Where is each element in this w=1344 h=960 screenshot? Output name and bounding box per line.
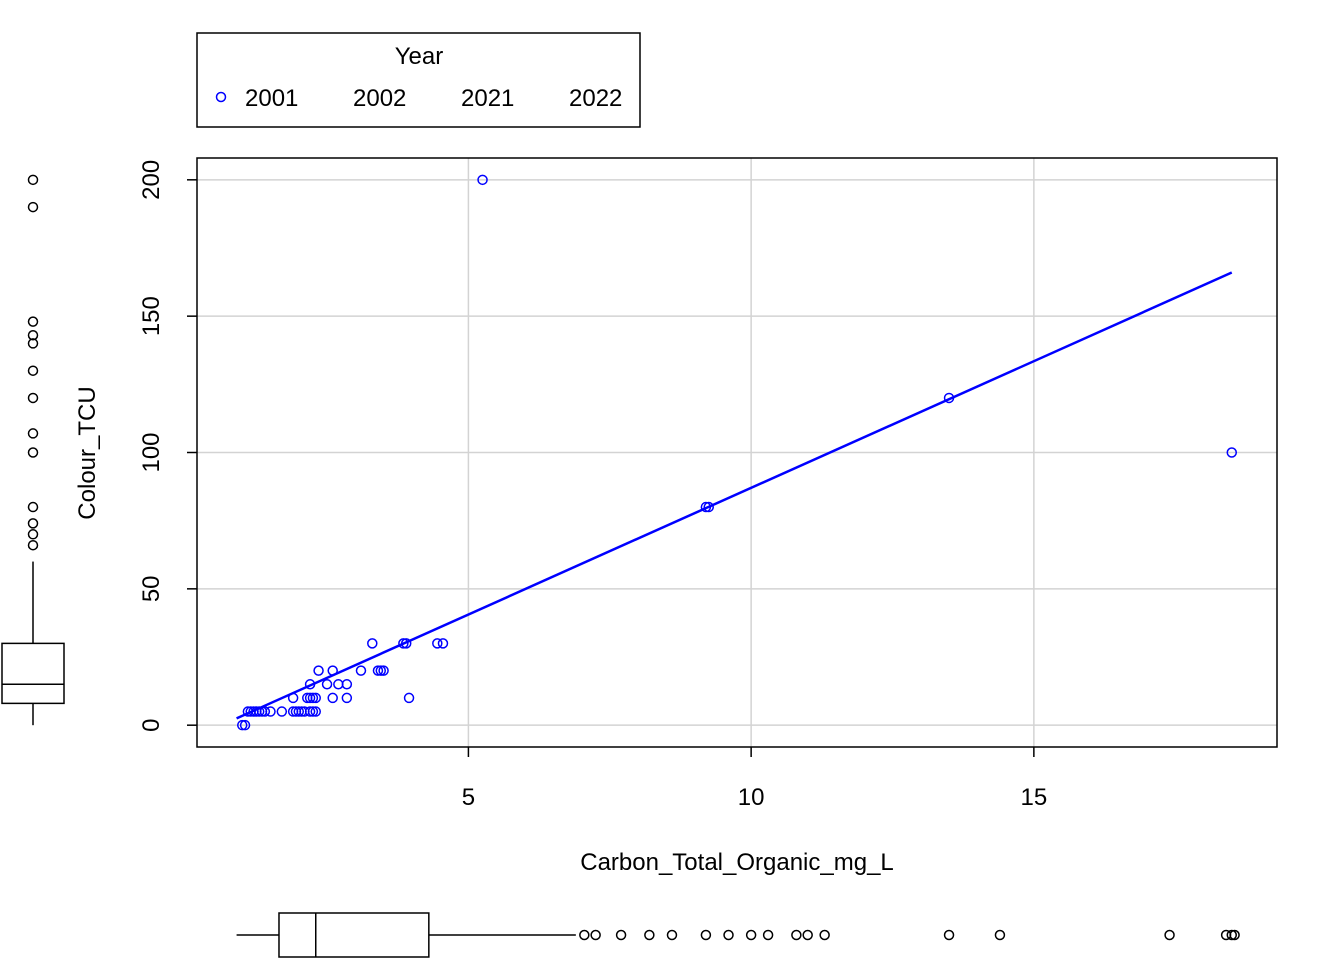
y-axis: 0 50 100 150 200 [138, 160, 197, 732]
data-point [1226, 447, 1238, 458]
data-point [259, 706, 271, 717]
x-box-outlier [590, 929, 601, 941]
y-box-outlier [27, 201, 39, 213]
y-tick-label: 200 [138, 160, 165, 200]
data-point [341, 692, 353, 704]
legend-box [196, 32, 641, 128]
y-box-outlier [27, 329, 39, 341]
legend-entry: 2001 [245, 85, 298, 112]
x-box-outlier [644, 929, 655, 941]
data-point [236, 719, 248, 731]
x-box-outlier [994, 929, 1006, 941]
x-box-outlier [802, 929, 813, 941]
legend-entry: 2002 [353, 85, 406, 112]
x-axis-label: Carbon_Total_Organic_mg_L [580, 849, 894, 876]
data-point [253, 706, 265, 717]
data-point [310, 692, 321, 704]
y-tick-label: 0 [138, 719, 165, 732]
data-point [287, 692, 299, 704]
x-box-outlier [745, 929, 757, 941]
x-box-outlier [1226, 929, 1238, 941]
y-box-outlier [27, 316, 39, 327]
data-point [372, 665, 384, 676]
y-box-outlier [27, 518, 39, 529]
data-point [304, 692, 316, 704]
data-point [327, 692, 338, 704]
x-box-outlier [762, 929, 774, 941]
x-box-outlier [791, 929, 802, 941]
trend-line-group [236, 271, 1233, 720]
data-point [400, 638, 412, 649]
data-point [700, 501, 712, 513]
y-tick-label: 50 [138, 575, 165, 602]
x-box-outlier [943, 929, 955, 941]
data-point [341, 679, 353, 690]
trend-line [236, 271, 1233, 720]
y-box-outlier [27, 501, 39, 513]
y-box-outlier [27, 428, 39, 439]
x-box-outlier [666, 929, 678, 941]
y-axis-label: Colour_TCU [74, 386, 101, 519]
x-box-outlier [700, 929, 712, 941]
y-box-outlier [27, 539, 39, 551]
x-box-outlier [615, 929, 627, 941]
x-axis: 5 10 15 [462, 747, 1047, 811]
legend-entry: 2021 [461, 85, 514, 112]
data-point [307, 692, 319, 704]
y-box-outlier [27, 174, 39, 186]
x-marginal-boxplot [236, 912, 1240, 958]
y-tick-label: 150 [138, 296, 165, 336]
data-point [304, 679, 316, 690]
y-box-outlier [27, 338, 39, 349]
data-point [304, 706, 316, 717]
data-point [375, 665, 387, 676]
x-tick-label: 5 [462, 784, 475, 811]
y-box-iqr [1, 642, 65, 705]
data-point [321, 679, 333, 690]
data-point [239, 719, 251, 731]
data-point [477, 174, 488, 186]
x-box-outlier [1229, 929, 1240, 941]
legend: Year 2001 2002 2021 2022 [196, 32, 641, 128]
data-point [943, 392, 955, 404]
data-point [378, 665, 389, 676]
data-points [236, 174, 1238, 731]
y-box-outlier [27, 447, 39, 458]
x-box-outlier [579, 929, 590, 941]
data-point [333, 679, 344, 690]
legend-marker [215, 91, 227, 103]
data-point [307, 706, 319, 717]
data-point [313, 665, 324, 676]
x-tick-label: 15 [1021, 784, 1048, 811]
x-box-outlier [723, 929, 734, 941]
x-box-outlier [1164, 929, 1175, 941]
data-point [398, 638, 409, 649]
data-point [355, 665, 367, 676]
y-marginal-boxplot [1, 174, 65, 726]
data-point [437, 638, 449, 649]
data-point [432, 638, 443, 649]
y-tick-label: 100 [138, 432, 165, 472]
data-point [265, 706, 276, 717]
y-box-outlier [27, 392, 39, 404]
x-box-iqr [278, 912, 430, 958]
y-box-outlier [27, 365, 39, 376]
data-point [403, 692, 415, 704]
data-point [703, 501, 714, 513]
data-point [276, 706, 288, 717]
data-point [310, 706, 321, 717]
legend-entry: 2022 [569, 85, 622, 112]
data-point [367, 638, 378, 649]
data-point [327, 665, 338, 676]
grid-lines [197, 158, 1277, 747]
x-box-outlier [819, 929, 830, 941]
data-point [293, 706, 305, 717]
legend-title: Year [395, 43, 444, 70]
y-box-outlier [27, 529, 39, 540]
x-tick-label: 10 [738, 784, 765, 811]
